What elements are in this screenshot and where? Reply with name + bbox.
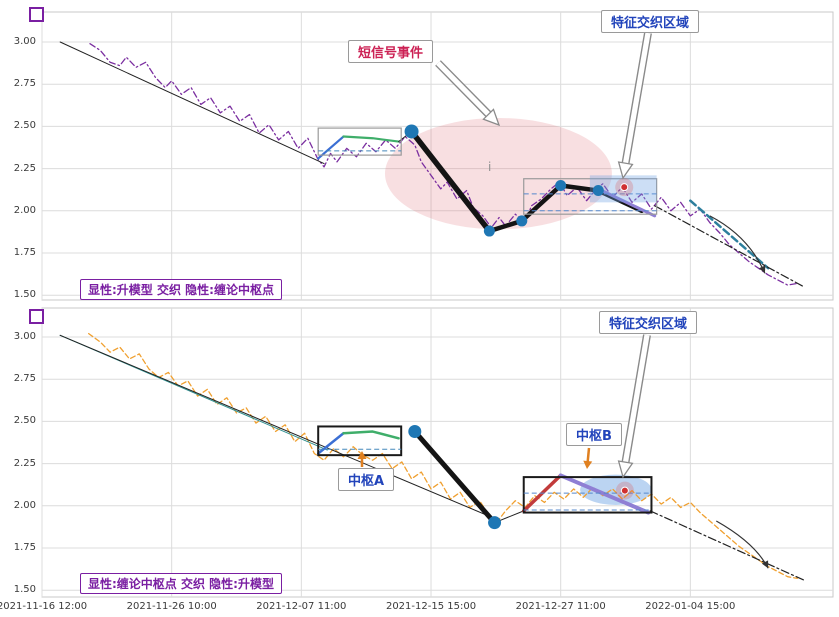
- marker-dot: [488, 516, 502, 530]
- y-tick-label: 2.75: [13, 373, 36, 385]
- pointer-arrow-shaft: [586, 447, 591, 463]
- annotation-pivot-b: 中枢B: [566, 423, 622, 446]
- y-tick-label: 2.50: [13, 415, 36, 427]
- series-thick-down: [412, 429, 498, 526]
- callout-arrow-fill: [436, 61, 491, 117]
- x-tick-label: 2021-11-16 12:00: [0, 601, 88, 612]
- stray-i-label: i: [488, 160, 492, 174]
- series-tail-dashdot: [649, 510, 805, 581]
- x-tick-label: 2022-01-04 15:00: [645, 601, 736, 612]
- callout-arrow-head: [617, 460, 634, 479]
- swoosh-arrow-head: [758, 265, 766, 274]
- highlight-ellipse: [384, 117, 612, 230]
- callout-arrow-fill: [622, 334, 650, 463]
- marker-dot: [592, 185, 604, 197]
- annotation-feature-interweave-top: 特征交织区域: [601, 10, 700, 33]
- y-tick-label: 2.50: [13, 120, 36, 132]
- series-price-kline: [88, 332, 798, 580]
- y-tick-label: 1.50: [13, 584, 36, 596]
- pointer-arrow-head: [583, 460, 593, 469]
- annotation-short-signal-event: 短信号事件: [348, 40, 434, 63]
- pivot-box: [317, 127, 402, 156]
- callout-arrow-fill: [622, 32, 651, 164]
- annotation-pivot-a: 中枢A: [338, 468, 395, 491]
- annotation-feature-interweave-bottom: 特征交织区域: [599, 311, 698, 334]
- y-tick-label: 2.25: [13, 162, 36, 174]
- callout-arrow-head: [482, 108, 501, 127]
- marker-dot: [408, 425, 422, 439]
- marker-dot: [555, 179, 567, 191]
- legend-label-bottom-panel: 显性:缠论中枢点 交织 隐性:升模型: [80, 573, 282, 594]
- pivot-box: [522, 476, 653, 514]
- y-tick-label: 2.75: [13, 78, 36, 90]
- panel-corner-marker-bottom: [29, 309, 44, 324]
- series-thick-violet: [596, 187, 657, 218]
- marker-dot: [516, 215, 528, 227]
- y-tick-label: 3.00: [13, 36, 36, 47]
- legend-label-top-panel: 显性:升模型 交织 隐性:缠论中枢点: [80, 279, 282, 300]
- callout-arrow-head: [617, 161, 634, 180]
- series-segment-green: [342, 430, 400, 440]
- y-tick-label: 1.50: [13, 289, 36, 301]
- swoosh-curve: [709, 215, 766, 274]
- pointer-arrow-head: [357, 451, 367, 459]
- series-trend-long: [59, 334, 494, 519]
- series-segment-blue: [316, 431, 345, 455]
- series-thick-down: [408, 128, 493, 234]
- series-trend-thin: [59, 41, 325, 165]
- pivot-box: [523, 178, 658, 215]
- glow-dot: [620, 183, 629, 192]
- panel-background: [41, 307, 834, 598]
- x-tick-label: 2021-12-07 11:00: [256, 601, 347, 612]
- y-tick-label: 1.75: [13, 247, 36, 258]
- panel-background: [41, 11, 834, 301]
- glow-dot: [620, 486, 629, 495]
- y-tick-label: 2.00: [13, 499, 36, 511]
- x-tick-label: 2021-11-26 10:00: [126, 601, 217, 612]
- marker-dot: [404, 124, 419, 139]
- panel-corner-marker-top: [29, 7, 44, 22]
- y-tick-label: 1.75: [13, 542, 36, 553]
- series-segment-green: [342, 135, 400, 143]
- series-segment-violet: [558, 473, 651, 515]
- y-tick-label: 3.00: [13, 331, 36, 342]
- series-price-kline: [89, 43, 798, 286]
- highlight-ellipse: [580, 474, 652, 505]
- marker-dot: [483, 225, 495, 237]
- y-tick-label: 2.00: [13, 204, 36, 216]
- y-tick-label: 2.25: [13, 457, 36, 469]
- swoosh-arrow-head: [761, 560, 769, 569]
- series-tail-teal-dashed: [689, 199, 770, 270]
- series-tail-dashdot: [654, 205, 805, 288]
- x-tick-label: 2021-12-15 15:00: [385, 601, 477, 612]
- x-tick-label: 2021-12-27 11:00: [515, 601, 606, 612]
